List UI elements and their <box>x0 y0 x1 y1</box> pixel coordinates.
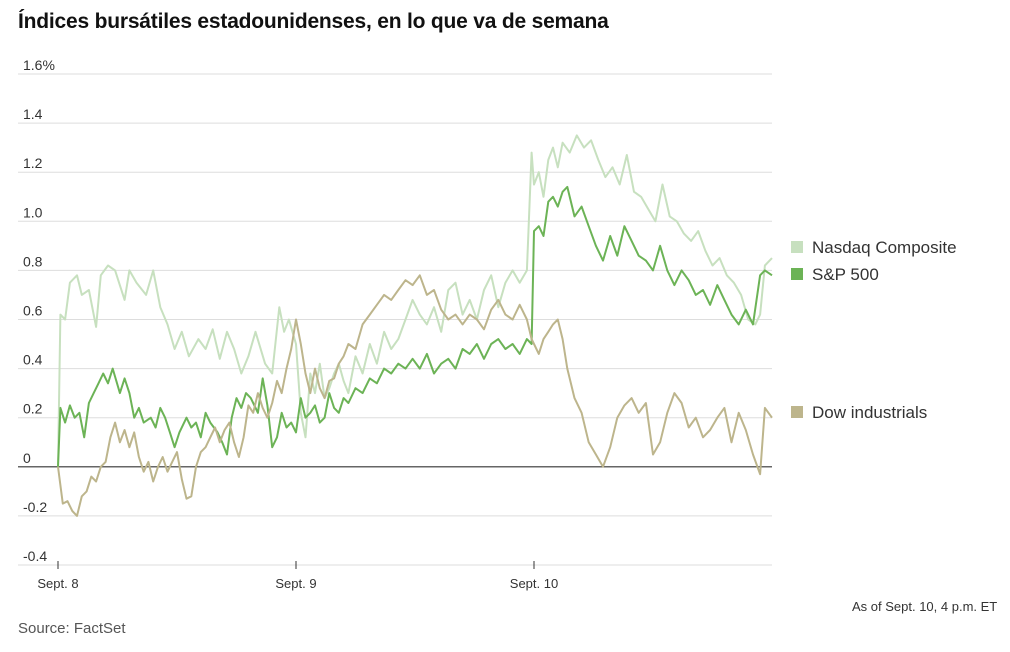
y-tick-label: 0 <box>23 450 31 466</box>
y-tick-label: 0.2 <box>23 401 43 417</box>
legend: Nasdaq Composite S&P 500 Dow industrials <box>791 238 957 422</box>
legend-swatch <box>791 268 803 280</box>
y-tick-labels: 1.6% 1.4 1.2 1.0 0.8 0.6 0.4 0.2 0 -0.2 -0.4 <box>23 57 55 564</box>
as-of-note: As of Sept. 10, 4 p.m. ET <box>852 599 998 614</box>
legend-label: Nasdaq Composite <box>812 238 957 257</box>
y-tick-label: 1.6% <box>23 57 55 73</box>
y-tick-label: 1.0 <box>23 204 43 220</box>
y-tick-label: 0.4 <box>23 352 43 368</box>
x-tick-label: Sept. 9 <box>275 576 316 591</box>
series-line-dow-industrials <box>57 274 773 517</box>
x-ticks: Sept. 8 Sept. 9 Sept. 10 <box>37 561 558 591</box>
grid-lines <box>18 73 772 566</box>
x-tick-label: Sept. 8 <box>37 576 78 591</box>
legend-swatch <box>791 406 803 418</box>
y-tick-label: 1.4 <box>23 106 43 122</box>
y-tick-label: 0.6 <box>23 303 43 319</box>
series-lines <box>57 134 773 517</box>
source-label: Source: FactSet <box>18 620 126 637</box>
y-tick-label: -0.4 <box>23 548 47 564</box>
chart-title: Índices bursátiles estadounidenses, en l… <box>18 10 609 33</box>
legend-label: S&P 500 <box>812 265 879 284</box>
y-tick-label: 1.2 <box>23 155 43 171</box>
series-line-nasdaq-composite <box>57 134 773 467</box>
series-line-s-p-500 <box>57 185 773 467</box>
legend-swatch <box>791 241 803 253</box>
x-tick-label: Sept. 10 <box>510 576 558 591</box>
y-tick-label: -0.2 <box>23 499 47 515</box>
legend-label: Dow industrials <box>812 403 927 422</box>
y-tick-label: 0.8 <box>23 253 43 269</box>
